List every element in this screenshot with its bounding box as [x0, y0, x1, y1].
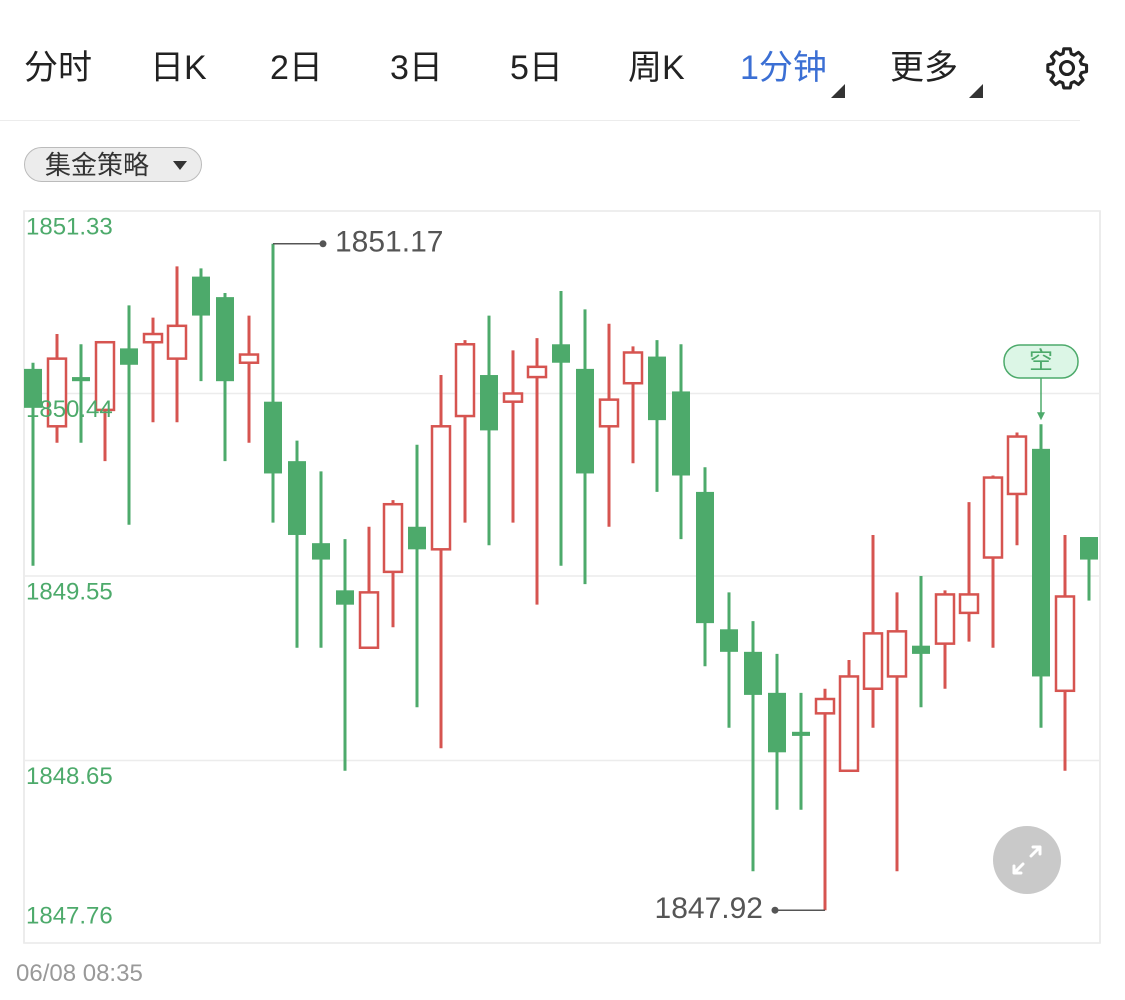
candle-body	[696, 491, 714, 624]
candle-body	[166, 324, 188, 360]
timestamp: 06/08 08:35	[16, 960, 143, 987]
candle-body	[238, 353, 260, 364]
candle-body	[336, 590, 354, 605]
candle-body	[912, 645, 930, 654]
candle-body	[264, 401, 282, 474]
candle-body	[1054, 595, 1076, 693]
candle-body	[672, 391, 690, 476]
candle-body	[576, 368, 594, 474]
y-tick-label: 1847.76	[26, 902, 113, 929]
y-tick-label: 1848.65	[26, 763, 113, 790]
candle-body	[142, 332, 164, 344]
dropdown-label: 集金策略	[45, 150, 150, 180]
extreme-dot	[319, 240, 327, 248]
candle-body	[934, 593, 956, 645]
tab[interactable]: 更多	[890, 49, 958, 87]
candle-body	[1080, 537, 1098, 560]
y-tick-label: 1849.55	[26, 578, 113, 605]
candle-body	[120, 348, 138, 365]
candle-body	[24, 368, 42, 408]
candle-body	[982, 476, 1004, 559]
candle-body	[430, 425, 452, 551]
candle-body	[744, 651, 762, 695]
expand-circle[interactable]	[993, 826, 1061, 894]
y-tick-label: 1850.44	[26, 396, 113, 423]
candle-body	[768, 692, 786, 753]
signal-label: 空	[1029, 347, 1053, 374]
candle-body	[382, 502, 404, 574]
candle-body	[192, 276, 210, 316]
candle-body	[720, 629, 738, 652]
tab[interactable]: 分时	[24, 49, 92, 87]
candle-body	[288, 461, 306, 535]
strategy-dropdown[interactable]: 集金策略	[24, 147, 202, 182]
tab-menu-indicator	[831, 84, 845, 98]
expand-icon	[1012, 845, 1042, 875]
candle-body	[792, 731, 810, 736]
candle-body	[312, 543, 330, 560]
dropdown-arrow	[173, 161, 187, 170]
tab[interactable]: 3日	[390, 49, 443, 87]
extreme-dot	[771, 906, 779, 914]
candle-body	[552, 344, 570, 363]
candle-body	[838, 675, 860, 773]
candle-body	[648, 356, 666, 421]
candle-body	[216, 297, 234, 382]
candle-body	[622, 351, 644, 385]
settings-icon[interactable]	[1044, 45, 1090, 91]
candle-body	[46, 357, 68, 428]
candle-body	[358, 591, 380, 649]
tab-menu-indicator	[969, 84, 983, 98]
expand-button[interactable]	[993, 826, 1061, 894]
candle-body	[526, 365, 548, 379]
extreme-label: 1851.17	[335, 226, 443, 259]
candle-body	[502, 392, 524, 403]
candle-body	[408, 526, 426, 550]
candle-body	[1032, 448, 1050, 677]
candle-body	[886, 630, 908, 678]
candle-body	[454, 343, 476, 418]
y-tick-label: 1851.33	[26, 213, 113, 240]
candle-body	[1006, 435, 1028, 496]
tab-active[interactable]: 1分钟	[740, 49, 827, 87]
plot: 1851.33 1850.44 1849.55 1848.65 1847.76 1851.…	[24, 210, 1100, 944]
extreme-label: 1847.92	[655, 892, 763, 925]
candle-body	[480, 375, 498, 431]
separator	[0, 120, 1080, 121]
tab[interactable]: 2日	[270, 49, 323, 87]
tab[interactable]: 日K	[150, 49, 207, 87]
candle-body	[814, 697, 836, 715]
candle-body	[598, 398, 620, 428]
candle-body	[958, 593, 980, 615]
tab[interactable]: 周K	[628, 49, 685, 87]
tab[interactable]: 5日	[510, 49, 563, 87]
candle-body	[72, 377, 90, 382]
signal-arrowhead	[1037, 412, 1045, 421]
candle-body	[862, 632, 884, 690]
candle-body	[94, 340, 116, 412]
